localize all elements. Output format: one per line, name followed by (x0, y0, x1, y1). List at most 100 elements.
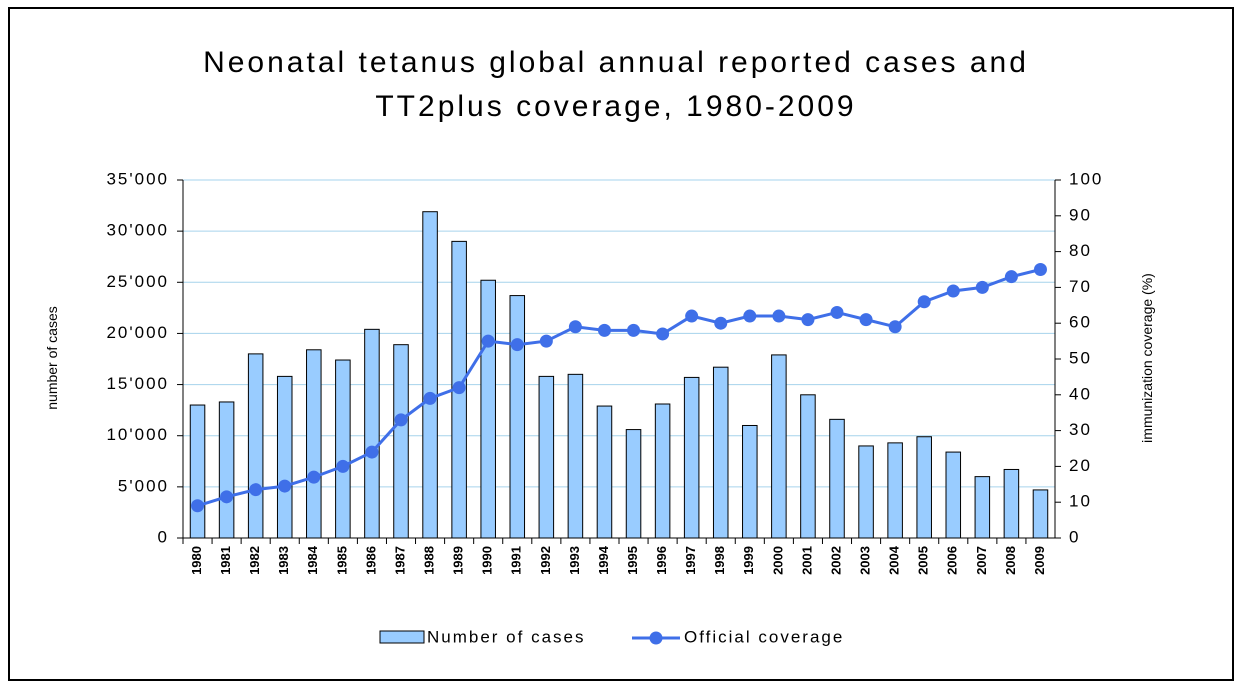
bar (945, 451, 962, 539)
x-tick-label: 2001 (799, 546, 814, 575)
x-tick-label: 1980 (189, 546, 204, 575)
y-tick-label: 10'000 (106, 425, 169, 444)
bar (1032, 489, 1049, 539)
bar (654, 403, 671, 539)
bar (335, 359, 351, 539)
x-tick-label: 1991 (509, 546, 524, 575)
y-tick-label: 25'000 (106, 272, 169, 291)
bar (974, 476, 991, 539)
marker (656, 327, 670, 341)
bar (771, 354, 787, 539)
marker (888, 320, 902, 334)
x-tick-label: 1982 (247, 546, 262, 575)
x-tick-label: 1997 (683, 546, 698, 575)
x-tick-label: 1993 (567, 546, 582, 575)
legend-label: Official coverage (684, 627, 844, 646)
marker (627, 323, 641, 337)
bar (596, 405, 613, 539)
frame (8, 7, 1234, 681)
marker (743, 309, 757, 323)
bar (422, 211, 438, 539)
bar (247, 353, 264, 539)
marker (336, 459, 350, 473)
x-tick-label: 1986 (363, 546, 378, 575)
x-tick-label: 2008 (1003, 546, 1018, 575)
y2-tick-label: 70 (1069, 277, 1092, 296)
y2-tick-label: 60 (1069, 313, 1092, 332)
marker (220, 490, 234, 504)
y2-tick-label: 100 (1069, 169, 1103, 188)
marker (946, 284, 960, 298)
marker (278, 479, 292, 493)
bar (189, 404, 206, 539)
marker (510, 338, 524, 352)
x-tick-label: 1987 (392, 546, 407, 575)
x-tick-label: 1999 (741, 546, 756, 575)
y-tick-label: 35'000 (106, 169, 169, 188)
y-tick-label: 30'000 (106, 221, 169, 240)
x-tick-label: 2005 (916, 546, 931, 575)
marker (191, 499, 205, 513)
legend-swatch (649, 631, 663, 645)
line (197, 268, 1041, 508)
marker (423, 391, 437, 405)
marker (917, 295, 931, 309)
marker (597, 323, 611, 337)
marker (859, 313, 873, 327)
marker (452, 381, 466, 395)
bar (625, 429, 642, 539)
chart-title: Neonatal tetanus global annual reported … (203, 46, 1029, 79)
marker (772, 309, 786, 323)
bar (800, 394, 816, 539)
bar (509, 295, 526, 539)
bar (683, 376, 700, 539)
y-axis-label: number of cases (44, 306, 60, 410)
y-tick-label: 15'000 (106, 374, 169, 393)
bar (276, 375, 293, 539)
bar (712, 366, 729, 539)
y2-tick-label: 90 (1069, 205, 1092, 224)
marker (481, 334, 495, 348)
chart-title: TT2plus coverage, 1980-2009 (375, 90, 856, 123)
x-tick-label: 1981 (218, 546, 233, 575)
y2-tick-label: 10 (1069, 492, 1092, 511)
bar (364, 328, 380, 539)
y-tick-label: 5'000 (118, 476, 169, 495)
x-tick-label: 2006 (945, 546, 960, 575)
y2-tick-label: 30 (1069, 420, 1092, 439)
marker (714, 316, 728, 330)
x-tick-label: 1990 (480, 546, 495, 575)
y-tick-label: 0 (158, 527, 169, 546)
marker (365, 445, 379, 459)
x-tick-label: 1992 (538, 546, 553, 575)
x-tick-label: 1998 (712, 546, 727, 575)
x-tick-label: 2003 (858, 546, 873, 575)
marker (568, 320, 582, 334)
x-tick-label: 2004 (887, 545, 902, 575)
x-tick-label: 1983 (276, 546, 291, 575)
marker (539, 334, 553, 348)
bar (218, 401, 235, 539)
bar (887, 442, 903, 539)
y2-axis-label: immunization coverage (%) (1139, 273, 1155, 443)
bar (858, 445, 874, 539)
marker (307, 470, 321, 484)
bar (742, 424, 758, 539)
bar (393, 344, 409, 539)
bar (829, 418, 845, 539)
bar (306, 349, 322, 539)
x-tick-label: 1988 (422, 546, 437, 575)
legend-swatch (379, 630, 425, 644)
y2-tick-label: 80 (1069, 241, 1092, 260)
x-tick-label: 1995 (625, 546, 640, 575)
x-tick-label: 2000 (770, 546, 785, 575)
y2-tick-label: 20 (1069, 456, 1092, 475)
bar (538, 375, 555, 539)
bar (567, 373, 584, 539)
marker (975, 280, 989, 294)
bar (916, 436, 932, 539)
marker (685, 309, 699, 323)
x-tick-label: 1984 (305, 545, 320, 575)
x-tick-label: 2009 (1032, 546, 1047, 575)
